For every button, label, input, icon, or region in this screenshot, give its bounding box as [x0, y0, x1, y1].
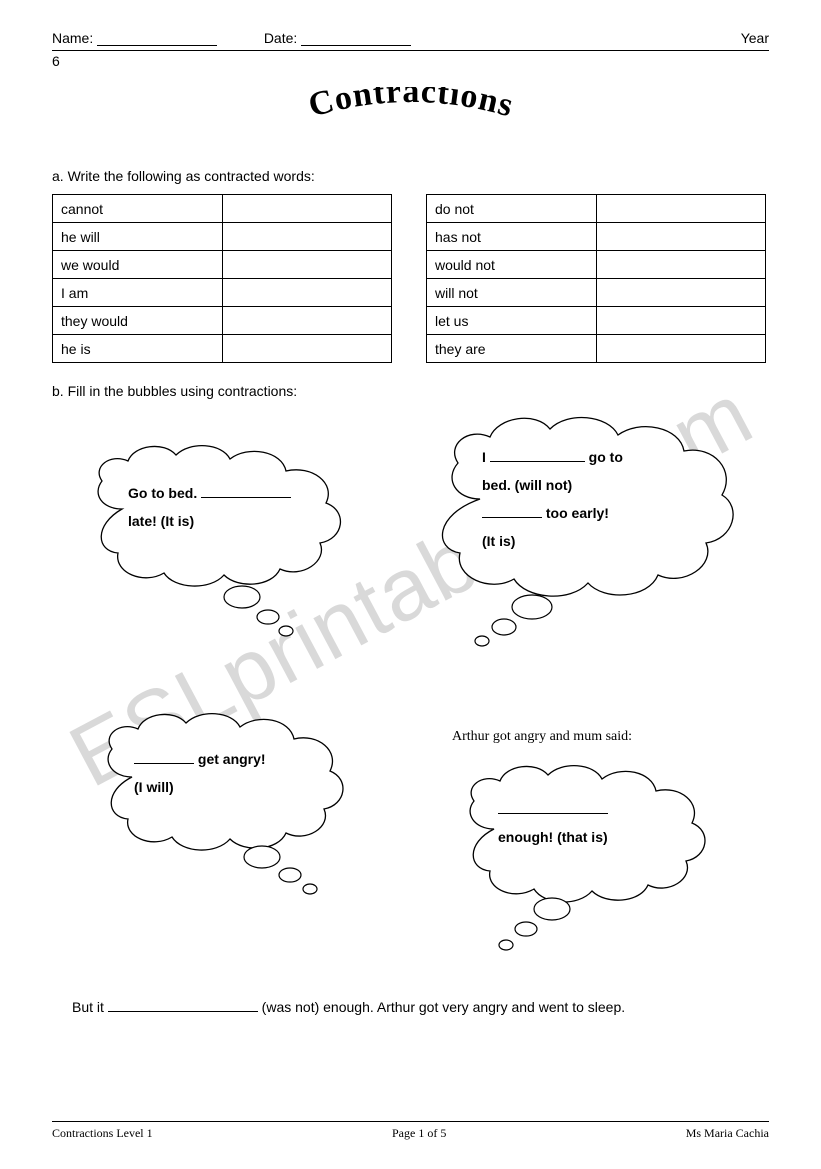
- bubble2-blank-2[interactable]: [482, 506, 542, 518]
- word-cell: he is: [53, 335, 223, 363]
- year-number: 6: [52, 53, 769, 69]
- word-cell: would not: [427, 251, 597, 279]
- bubble2-text-4: (It is): [482, 533, 515, 549]
- thought-bubble-4: enough! (that is): [442, 759, 732, 939]
- section-b-instruction: b. Fill in the bubbles using contraction…: [52, 383, 769, 399]
- answer-cell[interactable]: [596, 223, 766, 251]
- bubble4-text: enough! (that is): [498, 829, 608, 845]
- bubble3-text-1: get angry!: [194, 751, 266, 767]
- answer-cell[interactable]: [596, 335, 766, 363]
- svg-text:Contractions: Contractions: [304, 87, 517, 125]
- word-cell: do not: [427, 195, 597, 223]
- answer-cell[interactable]: [222, 335, 392, 363]
- thought-bubble-1: Go to bed. late! (It is): [72, 439, 372, 609]
- bubble2-text-1b: go to: [585, 449, 623, 465]
- table-row: let us: [427, 307, 766, 335]
- table-row: would not: [427, 251, 766, 279]
- narration-text: Arthur got angry and mum said:: [452, 729, 632, 745]
- sentence-blank[interactable]: [108, 1000, 258, 1012]
- page-footer: Contractions Level 1 Page 1 of 5 Ms Mari…: [52, 1121, 769, 1141]
- bubble1-text-a: Go to bed.: [128, 485, 201, 501]
- word-cell: I am: [53, 279, 223, 307]
- sentence-a: But it: [72, 999, 108, 1015]
- word-cell: let us: [427, 307, 597, 335]
- answer-cell[interactable]: [596, 279, 766, 307]
- answer-cell[interactable]: [222, 195, 392, 223]
- footer-right: Ms Maria Cachia: [686, 1126, 769, 1141]
- answer-cell[interactable]: [222, 307, 392, 335]
- table-row: cannot: [53, 195, 392, 223]
- footer-left: Contractions Level 1: [52, 1126, 153, 1141]
- word-cell: he will: [53, 223, 223, 251]
- footer-center: Page 1 of 5: [392, 1126, 446, 1141]
- table-row: has not: [427, 223, 766, 251]
- table-row: he is: [53, 335, 392, 363]
- bubble2-text-3: too early!: [542, 505, 609, 521]
- bubble3-text-2: (I will): [134, 779, 174, 795]
- word-cell: will not: [427, 279, 597, 307]
- answer-cell[interactable]: [222, 279, 392, 307]
- table-row: they are: [427, 335, 766, 363]
- bubble1-blank[interactable]: [201, 486, 291, 498]
- word-cell: they would: [53, 307, 223, 335]
- answer-cell[interactable]: [596, 251, 766, 279]
- bubble3-blank[interactable]: [134, 752, 194, 764]
- thought-bubble-2: I go to bed. (will not) too early! (It i…: [422, 409, 742, 639]
- answer-cell[interactable]: [222, 251, 392, 279]
- section-a-instruction: a. Write the following as contracted wor…: [52, 168, 769, 184]
- table-row: do not: [427, 195, 766, 223]
- table-left: cannothe willwe wouldI amthey wouldhe is: [52, 194, 392, 363]
- name-label: Name:: [52, 30, 93, 46]
- date-blank[interactable]: [301, 32, 411, 46]
- bubble2-text-1a: I: [482, 449, 490, 465]
- table-row: will not: [427, 279, 766, 307]
- bubble2-blank-1[interactable]: [490, 450, 585, 462]
- name-blank[interactable]: [97, 32, 217, 46]
- year-label: Year: [741, 30, 769, 46]
- thought-bubble-3: get angry! (I will): [82, 709, 372, 879]
- bubbles-area: Go to bed. late! (It is) I go to bed. (w…: [52, 409, 769, 1089]
- answer-cell[interactable]: [222, 223, 392, 251]
- answer-cell[interactable]: [596, 195, 766, 223]
- contractions-tables: cannothe willwe wouldI amthey wouldhe is…: [52, 194, 769, 363]
- word-cell: we would: [53, 251, 223, 279]
- bubble4-blank[interactable]: [498, 802, 608, 814]
- date-label: Date:: [264, 30, 297, 46]
- bubble1-text-b: late! (It is): [128, 513, 194, 529]
- word-cell: cannot: [53, 195, 223, 223]
- answer-cell[interactable]: [596, 307, 766, 335]
- final-sentence: But it (was not) enough. Arthur got very…: [72, 999, 772, 1059]
- bubble2-text-2: bed. (will not): [482, 477, 572, 493]
- word-cell: has not: [427, 223, 597, 251]
- table-row: I am: [53, 279, 392, 307]
- page-header: Name: Date: Year: [52, 30, 769, 51]
- word-cell: they are: [427, 335, 597, 363]
- table-row: they would: [53, 307, 392, 335]
- page-title: Contractions: [52, 87, 769, 146]
- table-row: we would: [53, 251, 392, 279]
- table-row: he will: [53, 223, 392, 251]
- table-right: do nothas notwould notwill notlet usthey…: [426, 194, 766, 363]
- sentence-b: (was not) enough. Arthur got very angry …: [258, 999, 625, 1015]
